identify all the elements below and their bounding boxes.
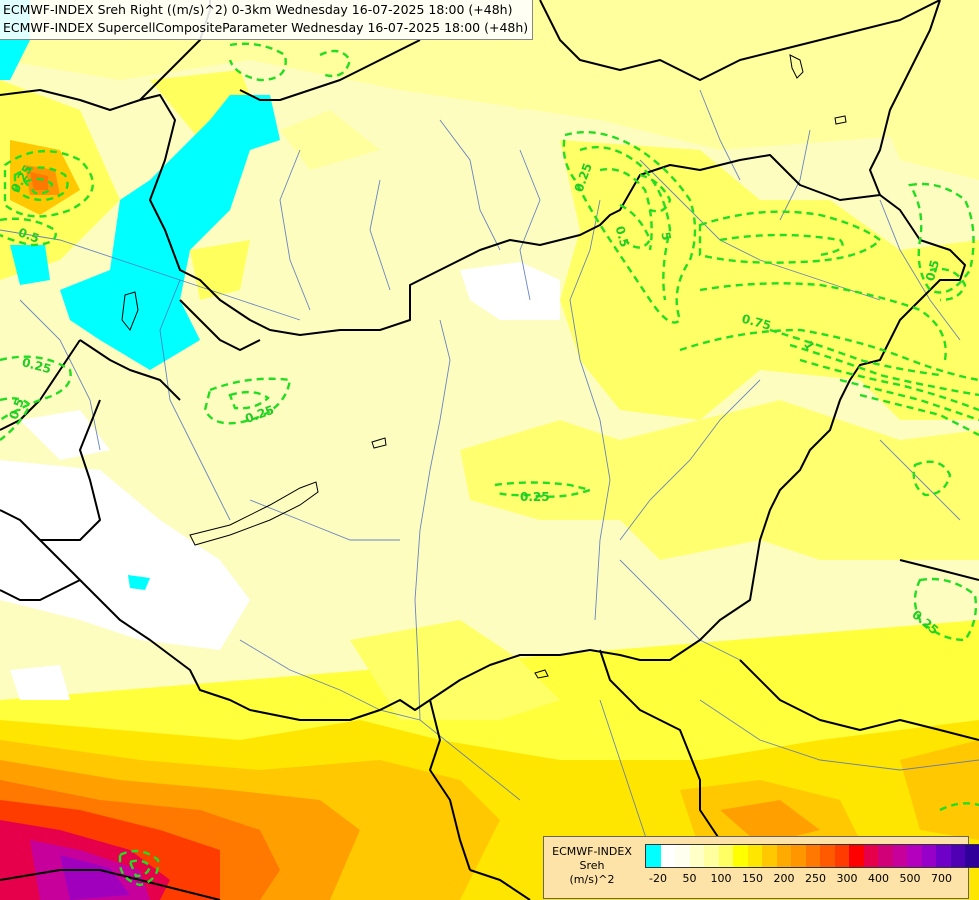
legend-swatch	[689, 845, 704, 867]
legend-tick-label: 250	[805, 872, 826, 885]
legend-swatch	[834, 845, 849, 867]
legend-swatch	[805, 845, 820, 867]
legend-tick-label: 700	[931, 872, 952, 885]
legend-swatch	[878, 845, 893, 867]
legend-swatch	[791, 845, 806, 867]
legend-ticks: -20 50 100 150 200 250 300 400 500 700	[640, 872, 970, 888]
legend-swatch	[675, 845, 690, 867]
legend-swatch	[921, 845, 936, 867]
header-line-sreh: ECMWF-INDEX Sreh Right ((m/s)^2) 0-3km W…	[3, 2, 513, 17]
legend-tick-label: 50	[682, 872, 697, 885]
legend-swatch	[863, 845, 878, 867]
legend-swatch	[646, 845, 661, 867]
legend-swatch	[762, 845, 777, 867]
legend-swatch	[936, 845, 951, 867]
legend-swatch	[892, 845, 907, 867]
legend-swatches	[645, 844, 979, 868]
sreh-field-low	[0, 0, 560, 700]
legend-tick-label: 100	[710, 872, 732, 885]
legend-swatch	[733, 845, 748, 867]
legend-tick-label: 500	[899, 872, 921, 885]
legend-title: ECMWF-INDEX Sreh (m/s)^2	[547, 845, 637, 887]
legend-swatch	[776, 845, 791, 867]
legend-swatch	[704, 845, 719, 867]
map-header: ECMWF-INDEX Sreh Right ((m/s)^2) 0-3km W…	[0, 0, 534, 40]
contour-label: 0.5	[613, 225, 632, 249]
legend-title-unit: (m/s)^2	[569, 873, 615, 886]
legend-swatch	[718, 845, 733, 867]
lakes	[121, 54, 847, 679]
legend-swatch	[965, 845, 979, 867]
legend-tick-label: 400	[868, 872, 889, 885]
contour-label: 0.5	[6, 397, 26, 422]
legend-swatch	[849, 845, 864, 867]
legend-swatch	[747, 845, 762, 867]
contour-label: 0.5	[923, 258, 942, 282]
contour-label: 0.5	[16, 225, 41, 245]
legend-swatch	[820, 845, 835, 867]
contour-label: 5	[658, 231, 673, 242]
legend-title-param: Sreh	[579, 859, 605, 872]
contour-label: 0.25	[520, 490, 550, 504]
legend-tick-label: 200	[773, 872, 795, 885]
legend-swatch	[950, 845, 965, 867]
color-legend: ECMWF-INDEX Sreh (m/s)^2 -20 50 100 150 200 2…	[543, 836, 979, 899]
legend-tick-label: 150	[742, 872, 763, 885]
scp-contours	[0, 42, 979, 887]
sreh-field-strong	[0, 140, 979, 900]
legend-tick-label: 300	[836, 872, 858, 885]
legend-swatch	[660, 845, 675, 867]
legend-swatch	[907, 845, 922, 867]
header-line-scp: ECMWF-INDEX SupercellCompositeParameter …	[3, 20, 529, 35]
legend-title-model: ECMWF-INDEX	[552, 845, 632, 858]
legend-tick-label: -20	[649, 872, 667, 885]
